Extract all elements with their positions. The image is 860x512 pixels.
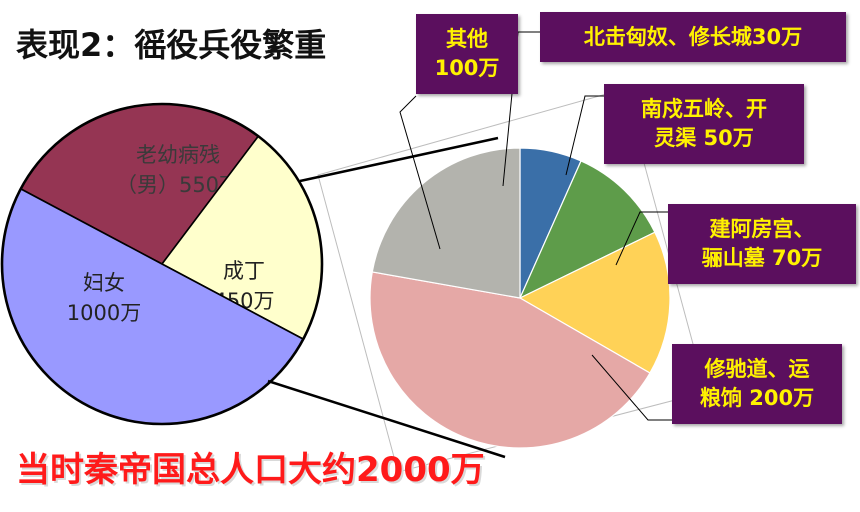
callout-roads: 修驰道、运 粮饷 200万 [672, 344, 842, 424]
labor-pie-slice-2 [518, 231, 671, 374]
labor-pie-slice-4 [371, 147, 521, 299]
callout-great-wall: 北击匈奴、修长城30万 [540, 12, 846, 62]
labor-pie-slice-1 [518, 160, 656, 300]
leader-wall [502, 31, 540, 187]
zoom-line-bottom [267, 379, 506, 459]
callout-other: 其他 100万 [416, 14, 518, 94]
leader-road [591, 354, 672, 421]
callout-lingqu: 南戍五岭、开 灵渠 50万 [604, 84, 804, 164]
population-pie-slice-label-2: 妇女 1000万 [67, 271, 141, 325]
leader-other [399, 95, 441, 250]
population-pie-outline [0, 102, 324, 426]
labor-pie-slice-3 [369, 271, 651, 449]
total-population-note: 当时秦帝国总人口大约2000万 [16, 450, 485, 490]
callout-epang-palace: 建阿房宫、 骊山墓 70万 [668, 204, 856, 284]
leader-lingqu [565, 95, 604, 176]
zoom-line-top [299, 136, 499, 183]
page-title: 表现2：徭役兵役繁重 [16, 26, 327, 64]
labor-pie [369, 147, 671, 449]
leader-palace [615, 211, 668, 266]
